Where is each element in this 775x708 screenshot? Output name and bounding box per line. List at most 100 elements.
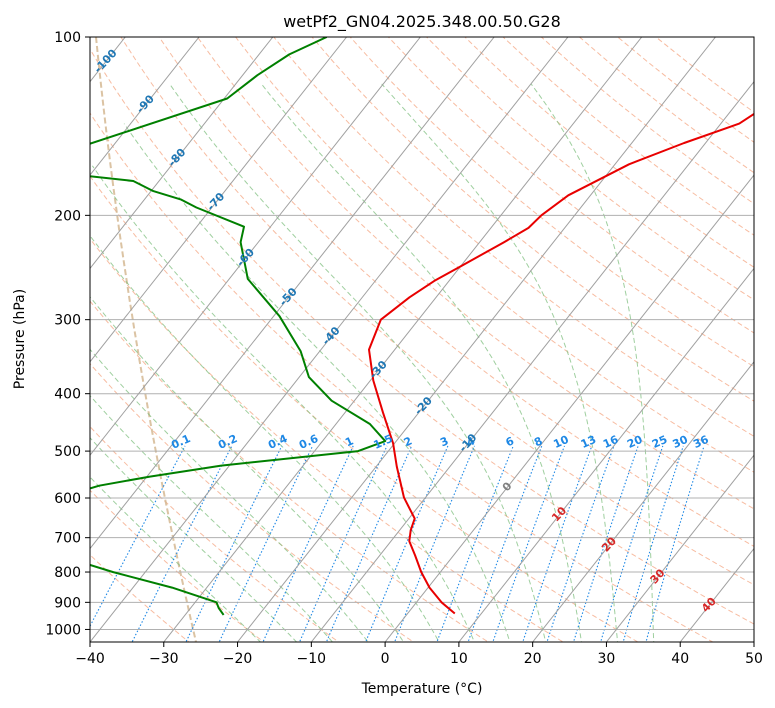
x-tick-label: 20 — [524, 651, 542, 667]
dry-adiabat-line — [90, 112, 714, 642]
mixing-ratio-line — [394, 445, 476, 642]
mixing-ratio-label: 3 — [438, 434, 450, 449]
dry-adiabat-line — [502, 37, 754, 236]
isotherm-line — [458, 267, 754, 642]
x-tick-label: 10 — [450, 651, 468, 667]
x-tick-label: −30 — [149, 651, 179, 667]
mixing-ratio-label: 0.1 — [169, 432, 192, 452]
mixing-ratio-label: 6 — [504, 434, 517, 449]
mixing-ratio-line — [522, 445, 593, 642]
dry-adiabat-line — [90, 175, 639, 642]
x-tick-label: 40 — [671, 651, 689, 667]
mixing-ratio-line — [492, 445, 566, 642]
mixing-ratio-label: 16 — [601, 433, 621, 451]
x-axis: −40 −30 −20 −10 0 10 20 30 40 50 — [75, 642, 763, 667]
dry-adiabat-line — [158, 37, 754, 547]
plot-frame — [89, 36, 755, 643]
dry-adiabat-line — [311, 37, 754, 402]
isotherm-line — [90, 37, 200, 176]
x-tick-label: −10 — [297, 651, 327, 667]
mixing-ratio-line — [572, 445, 639, 642]
y-tick-label: 1000 — [45, 622, 81, 638]
isotherm-line — [163, 37, 643, 642]
dry-adiabats — [90, 37, 754, 642]
dry-adiabat-line — [90, 554, 190, 642]
x-axis-title: Temperature (°C) — [361, 681, 483, 697]
dry-adiabat-line — [120, 37, 754, 586]
mixing-ratio-line — [185, 445, 283, 642]
mixing-ratio-line — [467, 445, 543, 642]
mixing-ratio-label: 25 — [650, 433, 669, 451]
mixing-ratio-label: 1 — [343, 434, 355, 449]
dry-adiabat-line — [90, 300, 490, 642]
plot-area: 0.1 0.2 0.4 0.6 1 1.5 2 3 4 6 8 10 13 16 20 25 30 36-100-… — [90, 37, 754, 642]
mixing-ratio-label: 30 — [671, 433, 691, 451]
isotherms — [90, 37, 754, 642]
dry-adiabat-line — [464, 37, 754, 268]
y-tick-label: 400 — [54, 387, 81, 403]
isotherm-line — [532, 361, 754, 642]
dry-adiabat-line — [234, 37, 754, 473]
isopleth-labels: 0.1 0.2 0.4 0.6 1 1.5 2 3 4 6 8 10 13 16 20 25 30 36-100-… — [91, 46, 719, 614]
isotherm-line — [90, 37, 348, 363]
dry-adiabat-line — [387, 37, 754, 334]
mixing-ratio-line — [262, 445, 354, 642]
mixing-ratio-line — [546, 445, 615, 642]
moist-adiabat-line — [90, 394, 334, 642]
mixing-ratio-label: 20 — [625, 433, 645, 451]
moist-adiabat-line — [530, 83, 655, 642]
isotherm-line — [90, 37, 569, 642]
moist-adiabat-line — [90, 348, 369, 642]
mixing-ratio-label: 36 — [691, 433, 711, 451]
dry-adiabat-line — [425, 37, 754, 301]
dry-adiabat-line — [90, 238, 564, 642]
mixing-ratio-line — [436, 445, 514, 642]
isotherm-label: 40 — [699, 595, 719, 615]
y-tick-label: 900 — [54, 595, 81, 611]
dry-adiabat-line — [196, 37, 754, 510]
mixing-ratio-line — [365, 445, 449, 642]
y-axis-title: Pressure (hPa) — [12, 289, 28, 389]
moist-adiabat-line — [90, 476, 262, 642]
y-tick-label: 200 — [54, 208, 81, 224]
isotherm-line — [90, 37, 495, 550]
dry-adiabat-line — [273, 37, 754, 437]
dry-adiabat-line — [90, 362, 415, 642]
y-tick-label: 800 — [54, 565, 81, 581]
x-tick-label: −20 — [223, 651, 253, 667]
dry-adiabat-line — [578, 37, 754, 174]
dry-adiabat-line — [90, 489, 265, 642]
moist-adiabats — [90, 83, 655, 642]
y-tick-label: 500 — [54, 444, 81, 460]
isotherm-line — [90, 37, 274, 270]
temperature-profile-line — [368, 112, 754, 615]
dewpoint-profile-line — [90, 37, 387, 616]
moist-adiabat-line — [261, 83, 583, 642]
y-tick-label: 100 — [54, 30, 81, 46]
y-axis: 100 200 300 400 500 600 700 800 900 1000 — [45, 30, 90, 638]
moist-adiabat-line — [90, 296, 405, 642]
x-tick-label: 50 — [745, 651, 763, 667]
mixing-ratio-label: 2 — [402, 434, 414, 449]
y-tick-label: 600 — [54, 491, 81, 507]
mixing-ratio-line — [298, 445, 388, 642]
isotherm-label: -20 — [412, 394, 435, 418]
x-tick-label: −40 — [75, 651, 105, 667]
isotherm-line — [237, 37, 716, 642]
dry-adiabat-line — [90, 48, 754, 625]
mixing-ratio-label: 13 — [579, 433, 598, 451]
chart-title: wetPf2_GN04.2025.348.00.50.G28 — [283, 12, 561, 32]
pressure-gridlines — [90, 37, 754, 630]
mixing-ratio-line — [325, 445, 413, 642]
moist-adiabat-line — [381, 83, 619, 642]
sounding-series — [90, 37, 754, 616]
isotherm-label: -80 — [165, 146, 188, 170]
mixing-ratio-label: 0.2 — [216, 432, 239, 452]
isotherm-label: -90 — [134, 92, 157, 116]
isotherm-line — [384, 174, 754, 642]
x-tick-label: 30 — [598, 651, 616, 667]
reference-curve — [95, 37, 198, 642]
moist-adiabat-line — [90, 235, 440, 642]
isotherm-line — [310, 80, 754, 642]
y-tick-label: 300 — [54, 313, 81, 329]
